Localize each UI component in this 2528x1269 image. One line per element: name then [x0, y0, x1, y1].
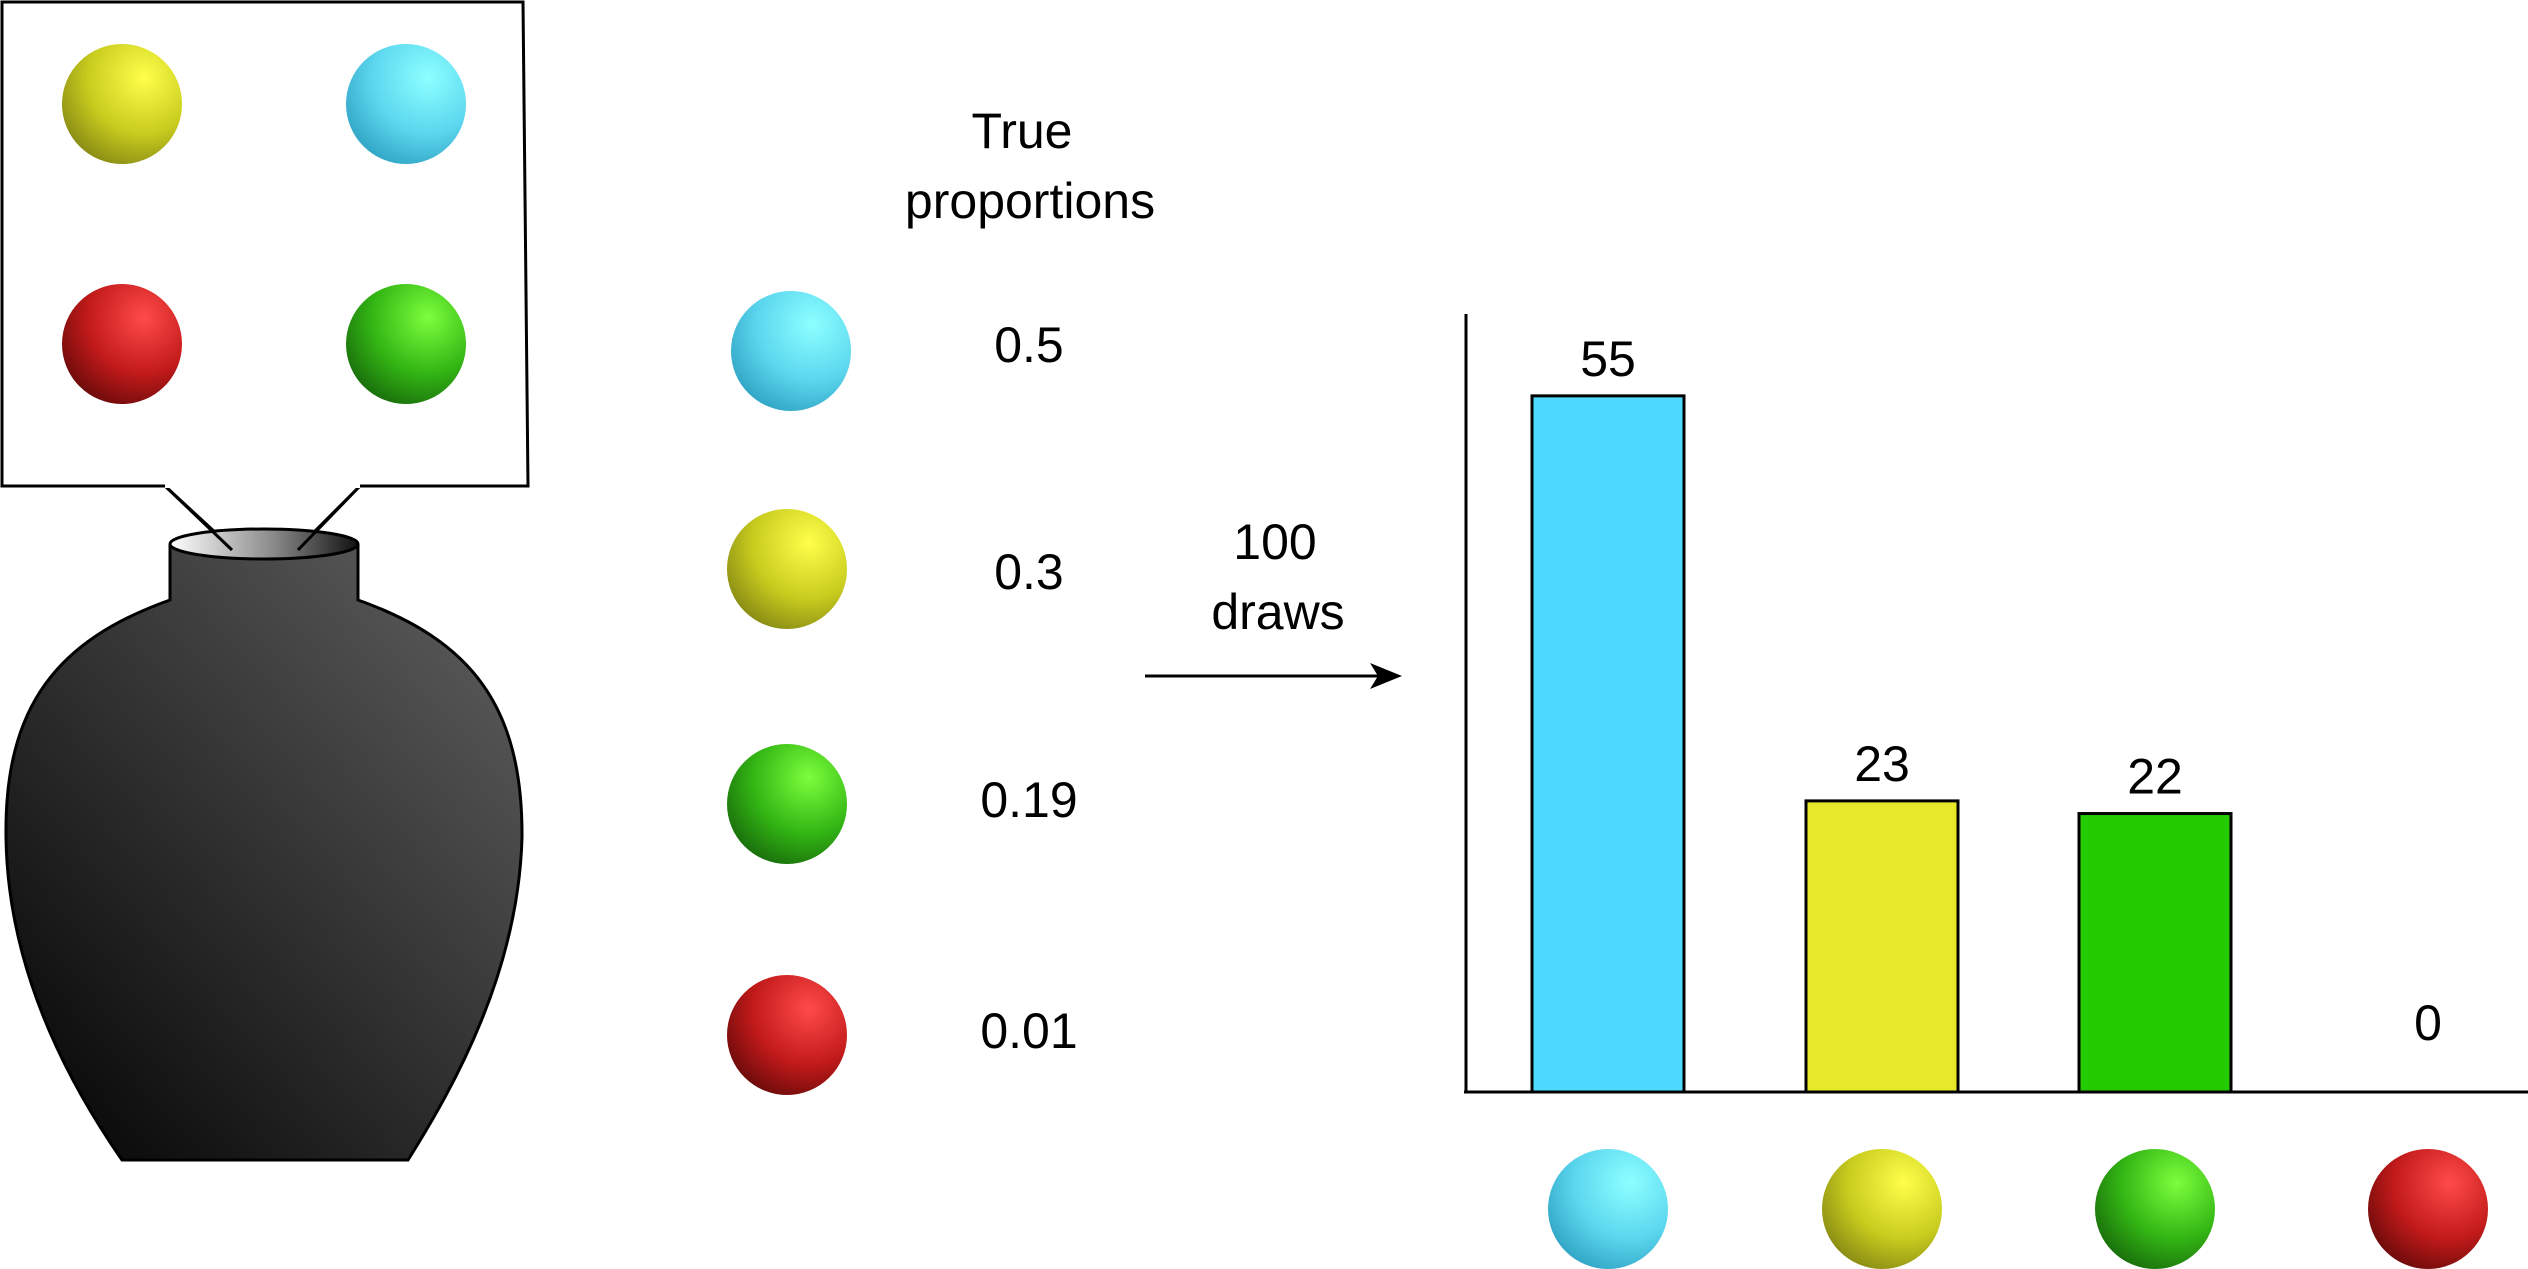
callout-yellow-ball — [62, 44, 182, 164]
callout-cyan-ball — [346, 44, 466, 164]
proportion-cyan-ball — [731, 291, 851, 411]
category-cyan-ball — [1548, 1149, 1668, 1269]
bar-label-yellow: 23 — [1854, 736, 1910, 792]
chart-data-labels: 55 23 22 0 — [1580, 331, 2442, 1051]
proportion-green-value: 0.19 — [980, 772, 1077, 828]
bar-yellow — [1804, 799, 1960, 1094]
category-yellow-ball — [1822, 1149, 1942, 1269]
category-red-ball — [2368, 1149, 2488, 1269]
proportion-cyan-value: 0.5 — [994, 317, 1064, 373]
arrow-head — [1370, 663, 1402, 689]
draws-arrow: 100 draws — [1145, 514, 1402, 689]
callout-green-ball — [346, 284, 466, 404]
bar-green — [2077, 812, 2233, 1094]
arrow-label-line2: draws — [1211, 584, 1344, 640]
proportions-header-line2: proportions — [905, 173, 1155, 229]
urn-body — [4, 543, 524, 1162]
bar-chart: 55 23 22 0 — [1464, 314, 2528, 1269]
bar-label-green: 22 — [2127, 749, 2183, 805]
arrow-label-line1: 100 — [1233, 514, 1316, 570]
chart-category-balls — [1548, 1149, 2488, 1269]
callout-red-ball — [62, 284, 182, 404]
chart-bars — [1530, 394, 2233, 1094]
bar-label-red: 0 — [2414, 995, 2442, 1051]
bar-label-cyan: 55 — [1580, 331, 1636, 387]
category-green-ball — [2095, 1149, 2215, 1269]
proportion-red-ball — [727, 975, 847, 1095]
bar-cyan — [1530, 394, 1686, 1094]
proportion-red-value: 0.01 — [980, 1003, 1077, 1059]
proportions-legend: True proportions 0.5 0.3 0.19 0.01 — [727, 103, 1155, 1095]
proportion-yellow-ball — [727, 509, 847, 629]
urn-group — [0, 0, 530, 1162]
proportions-header-line1: True — [972, 103, 1073, 159]
callout-pointer-right — [296, 484, 362, 552]
urn-mouth — [168, 527, 360, 561]
proportion-yellow-value: 0.3 — [994, 544, 1064, 600]
callout-pointer-left — [163, 484, 234, 552]
proportion-green-ball — [727, 744, 847, 864]
